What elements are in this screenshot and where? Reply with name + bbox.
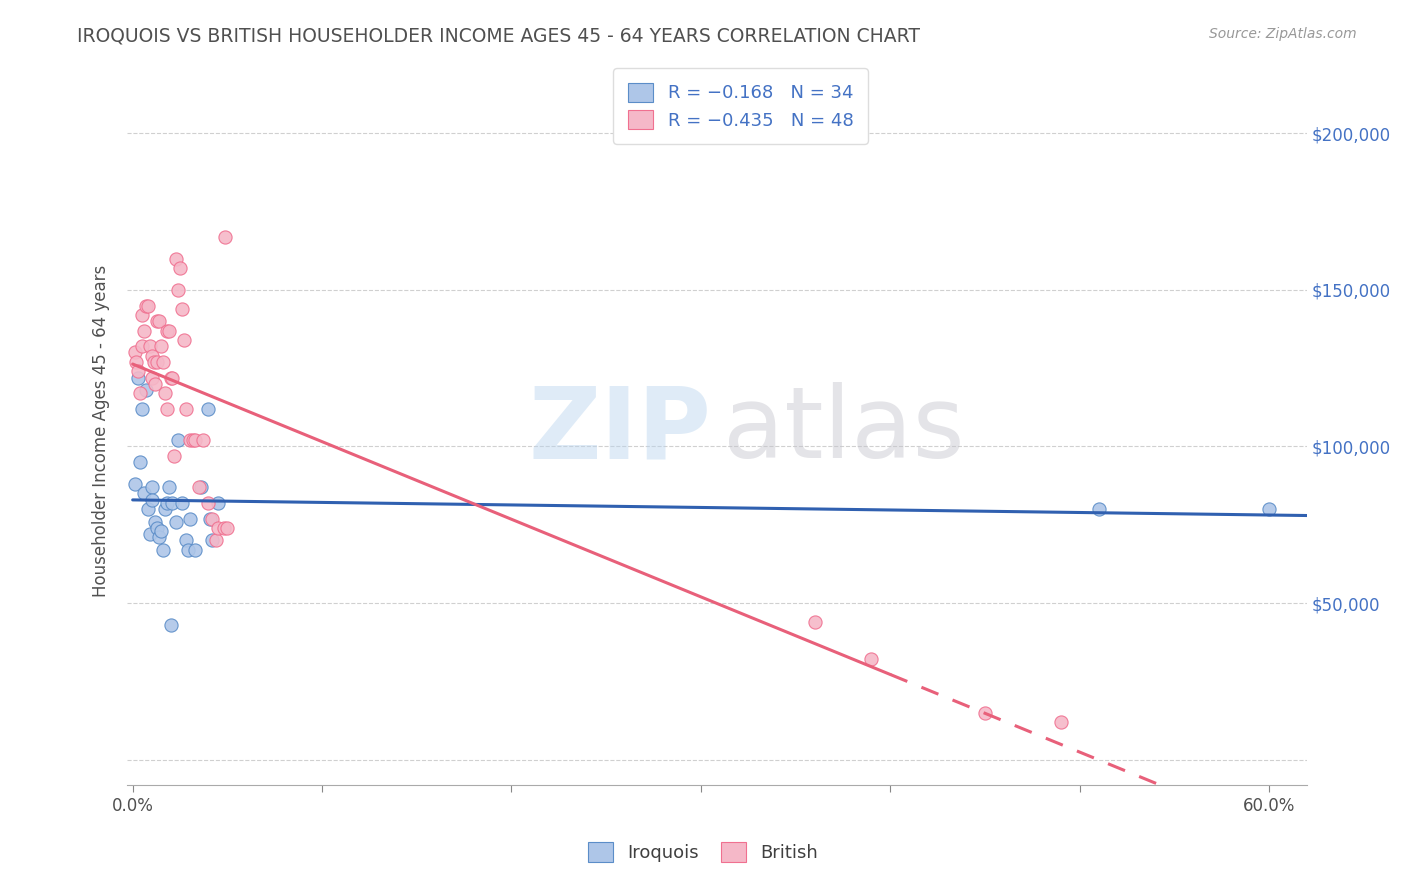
Point bbox=[169, 260, 191, 275]
Point bbox=[146, 521, 169, 535]
Point bbox=[1258, 502, 1281, 516]
Y-axis label: Householder Income Ages 45 - 64 years: Householder Income Ages 45 - 64 years bbox=[93, 265, 110, 597]
Point bbox=[146, 314, 169, 328]
Point bbox=[152, 355, 174, 369]
Point bbox=[153, 502, 176, 516]
Point bbox=[179, 433, 201, 447]
Point bbox=[167, 283, 190, 297]
Text: atlas: atlas bbox=[723, 383, 965, 479]
Point bbox=[191, 433, 214, 447]
Point bbox=[136, 298, 159, 312]
Point bbox=[207, 496, 229, 510]
Point bbox=[124, 345, 146, 359]
Point bbox=[217, 521, 239, 535]
Point bbox=[148, 530, 170, 544]
Point bbox=[197, 496, 219, 510]
Point bbox=[146, 355, 169, 369]
Point bbox=[156, 496, 179, 510]
Point bbox=[129, 386, 152, 401]
Point bbox=[141, 349, 163, 363]
Point bbox=[212, 521, 235, 535]
Point bbox=[138, 527, 160, 541]
Point bbox=[162, 370, 184, 384]
Point bbox=[131, 308, 153, 322]
Point bbox=[162, 496, 184, 510]
Point bbox=[138, 339, 160, 353]
Point bbox=[163, 449, 186, 463]
Point bbox=[141, 480, 163, 494]
Point bbox=[188, 480, 211, 494]
Point bbox=[179, 511, 201, 525]
Text: IROQUOIS VS BRITISH HOUSEHOLDER INCOME AGES 45 - 64 YEARS CORRELATION CHART: IROQUOIS VS BRITISH HOUSEHOLDER INCOME A… bbox=[77, 27, 921, 45]
Point bbox=[197, 401, 219, 416]
Point bbox=[184, 542, 207, 557]
Point bbox=[141, 492, 163, 507]
Point bbox=[200, 511, 222, 525]
Point bbox=[129, 455, 152, 469]
Point bbox=[201, 511, 224, 525]
Point bbox=[190, 480, 212, 494]
Point bbox=[176, 542, 198, 557]
Point bbox=[124, 477, 146, 491]
Point bbox=[135, 298, 157, 312]
Point bbox=[127, 364, 149, 378]
Point bbox=[131, 401, 153, 416]
Point bbox=[141, 370, 163, 384]
Point bbox=[207, 521, 229, 535]
Point bbox=[860, 652, 883, 666]
Point bbox=[150, 524, 173, 538]
Point bbox=[159, 370, 181, 384]
Legend: R = −0.168   N = 34, R = −0.435   N = 48: R = −0.168 N = 34, R = −0.435 N = 48 bbox=[613, 68, 868, 144]
Point bbox=[165, 515, 187, 529]
Point bbox=[127, 370, 149, 384]
Point bbox=[170, 496, 193, 510]
Point bbox=[974, 706, 997, 720]
Point bbox=[205, 533, 228, 548]
Point bbox=[174, 401, 197, 416]
Point bbox=[159, 618, 181, 632]
Point bbox=[214, 229, 236, 244]
Legend: Iroquois, British: Iroquois, British bbox=[581, 835, 825, 870]
Point bbox=[173, 333, 195, 347]
Point bbox=[157, 480, 180, 494]
Point bbox=[167, 433, 190, 447]
Point bbox=[157, 324, 180, 338]
Point bbox=[145, 376, 167, 391]
Point bbox=[132, 324, 155, 338]
Point bbox=[1049, 715, 1071, 730]
Point bbox=[201, 533, 224, 548]
Point bbox=[125, 355, 148, 369]
Point bbox=[145, 515, 167, 529]
Point bbox=[156, 324, 179, 338]
Point bbox=[181, 433, 204, 447]
Point bbox=[1087, 502, 1109, 516]
Text: Source: ZipAtlas.com: Source: ZipAtlas.com bbox=[1209, 27, 1357, 41]
Point bbox=[152, 542, 174, 557]
Text: ZIP: ZIP bbox=[529, 383, 711, 479]
Point bbox=[131, 339, 153, 353]
Point bbox=[132, 486, 155, 500]
Point bbox=[148, 314, 170, 328]
Point bbox=[165, 252, 187, 266]
Point bbox=[184, 433, 207, 447]
Point bbox=[142, 355, 165, 369]
Point bbox=[135, 383, 157, 397]
Point bbox=[136, 502, 159, 516]
Point bbox=[803, 615, 825, 629]
Point bbox=[153, 386, 176, 401]
Point bbox=[170, 301, 193, 316]
Point bbox=[174, 533, 197, 548]
Point bbox=[150, 339, 173, 353]
Point bbox=[156, 401, 179, 416]
